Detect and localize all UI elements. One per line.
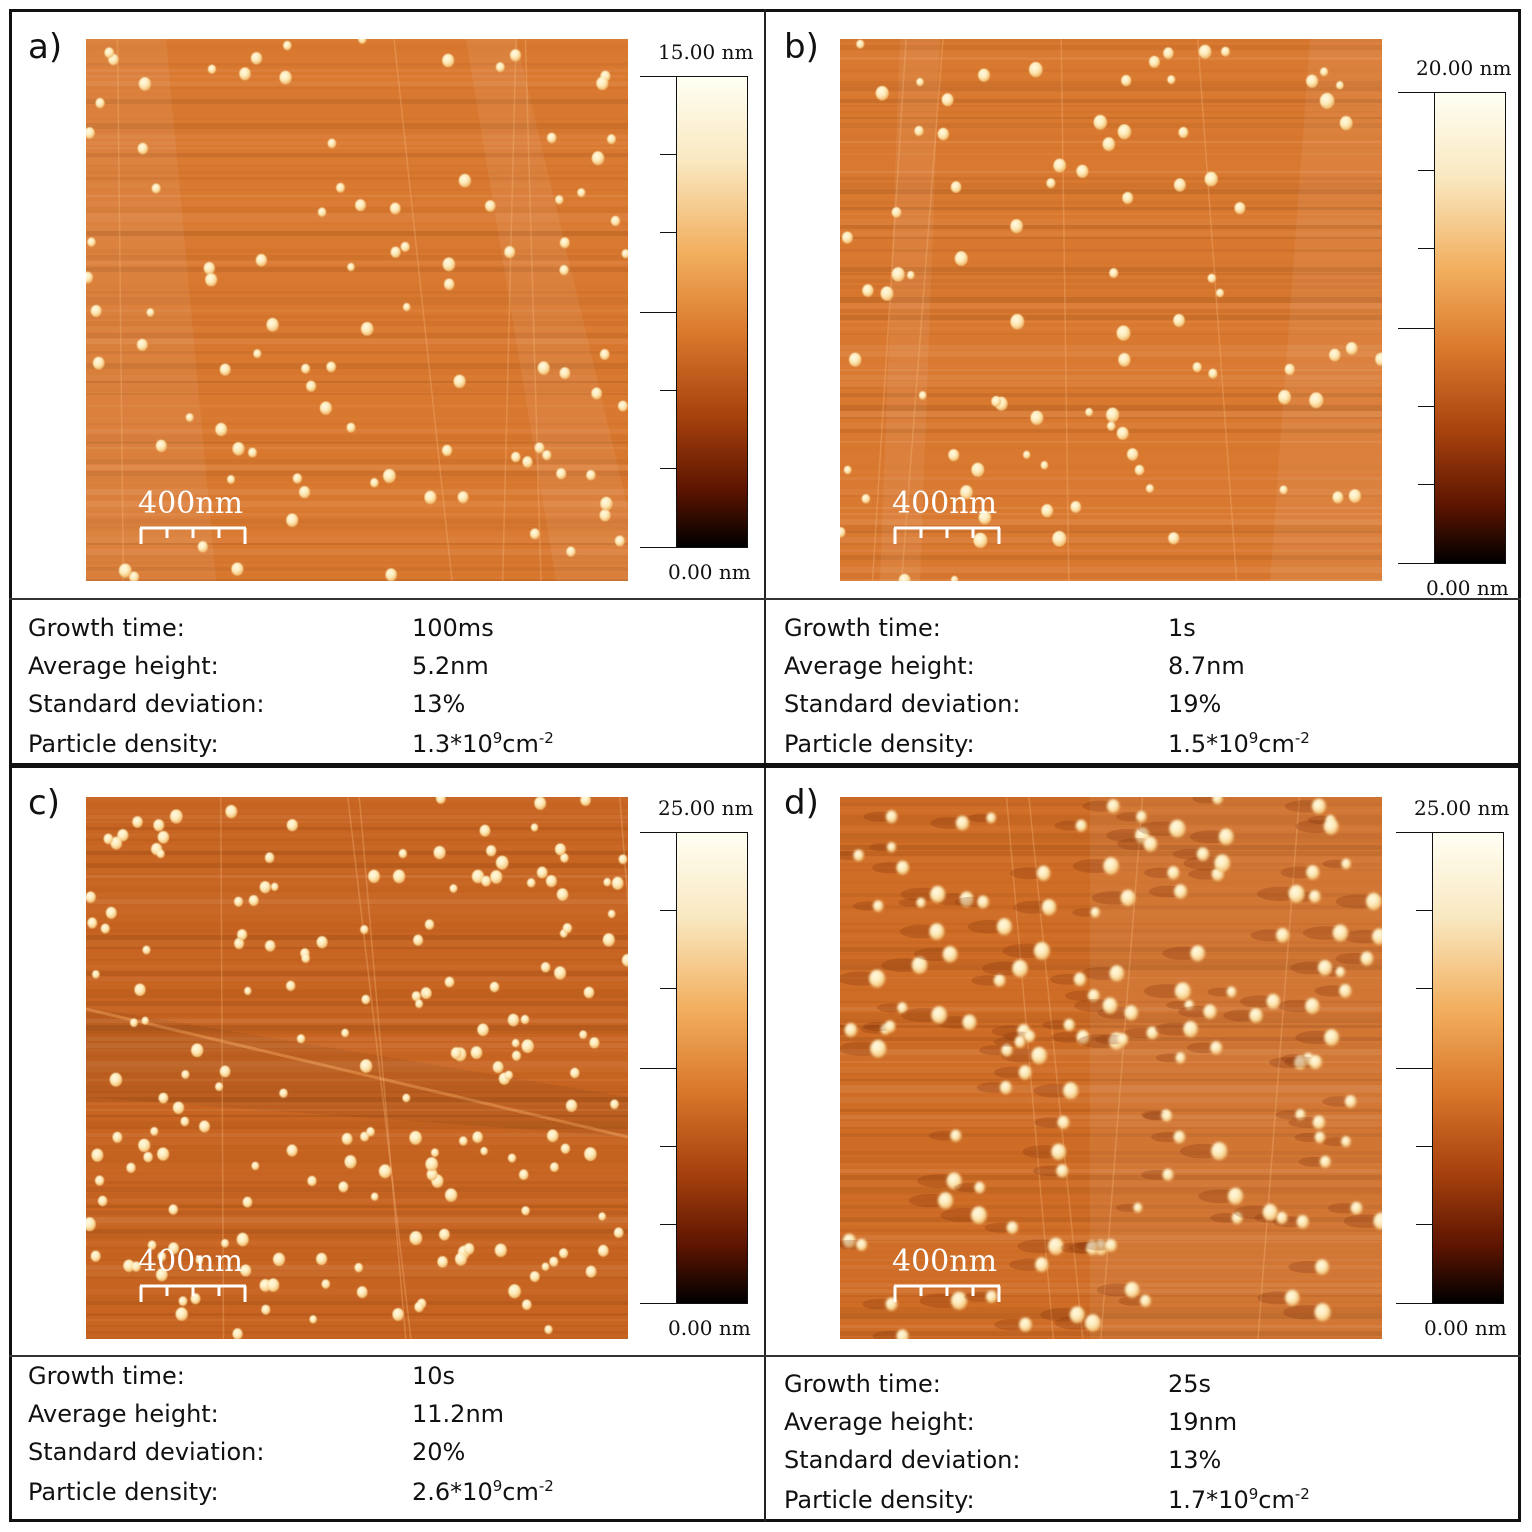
stat-label: Growth time:: [28, 614, 185, 642]
stat-value: 1.5*109cm-2: [1168, 729, 1310, 758]
colorbar-max-label: 25.00 nm: [658, 796, 754, 820]
colorbar-gradient: [1434, 92, 1506, 564]
stat-value: 1.7*109cm-2: [1168, 1485, 1310, 1514]
stat-label: Standard deviation:: [28, 690, 265, 718]
colorbar-tick: [1418, 484, 1434, 485]
colorbar-tick: [660, 232, 676, 233]
colorbar-axis-top: [640, 832, 676, 833]
colorbar-max-label: 15.00 nm: [658, 40, 754, 64]
colorbar-tick: [660, 154, 676, 155]
colorbar-tick: [660, 390, 676, 391]
stats-divider-bottom: [9, 1355, 1521, 1357]
colorbar-tick: [660, 1146, 676, 1147]
stat-label: Average height:: [28, 652, 219, 680]
panel-label-d: d): [784, 783, 819, 823]
colorbar-tick: [1416, 988, 1432, 989]
stat-value: 19nm: [1168, 1408, 1238, 1436]
colorbar-tick: [640, 1068, 676, 1069]
colorbar-axis-bottom: [1396, 1303, 1432, 1304]
colorbar-axis-bottom: [1398, 563, 1434, 564]
colorbar-tick: [660, 988, 676, 989]
colorbar-axis-bottom: [640, 547, 676, 548]
stat-label: Growth time:: [784, 1370, 941, 1398]
stat-value: 100ms: [412, 614, 494, 642]
afm-image-a: [86, 39, 628, 581]
stat-label: Particle density:: [28, 730, 219, 758]
colorbar-max-label: 25.00 nm: [1414, 796, 1510, 820]
panel-label-c: c): [28, 783, 60, 823]
stat-value: 13%: [412, 690, 466, 718]
scale-bar-label: 400nm: [138, 486, 244, 521]
stat-value: 11.2nm: [412, 1400, 505, 1428]
colorbar-axis-top: [1396, 832, 1432, 833]
stat-label: Standard deviation:: [784, 690, 1021, 718]
panel-label-a: a): [28, 27, 63, 67]
stat-value: 1.3*109cm-2: [412, 729, 554, 758]
stat-label: Growth time:: [784, 614, 941, 642]
scale-bar-line: [139, 1284, 247, 1302]
scale-bar-line: [893, 526, 1001, 544]
colorbar-min-label: 0.00 nm: [1424, 1316, 1507, 1340]
stat-label: Standard deviation:: [784, 1446, 1021, 1474]
stat-value: 2.6*109cm-2: [412, 1477, 554, 1506]
stat-value: 1s: [1168, 614, 1196, 642]
stat-value: 8.7nm: [1168, 652, 1245, 680]
colorbar-gradient: [676, 832, 748, 1304]
stat-label: Standard deviation:: [28, 1438, 265, 1466]
colorbar-tick: [1418, 406, 1434, 407]
row-divider: [9, 763, 1521, 768]
stat-label: Average height:: [28, 1400, 219, 1428]
colorbar-tick: [660, 910, 676, 911]
scale-bar-line: [139, 526, 247, 544]
stat-label: Particle density:: [28, 1478, 219, 1506]
colorbar-tick: [1418, 170, 1434, 171]
panel-label-b: b): [784, 27, 819, 67]
stats-divider-top: [9, 598, 1521, 600]
stat-label: Particle density:: [784, 1486, 975, 1514]
stat-value: 19%: [1168, 690, 1222, 718]
stat-label: Average height:: [784, 1408, 975, 1436]
stat-value: 5.2nm: [412, 652, 489, 680]
colorbar-min-label: 0.00 nm: [1426, 576, 1509, 600]
colorbar-tick: [1416, 1146, 1432, 1147]
afm-image-c: [86, 797, 628, 1339]
colorbar-tick: [1416, 910, 1432, 911]
colorbar-gradient: [676, 76, 748, 548]
colorbar-tick: [1396, 1068, 1432, 1069]
afm-image-b: [840, 39, 1382, 581]
scale-bar-label: 400nm: [138, 1244, 244, 1279]
colorbar-tick: [640, 312, 676, 313]
afm-image-d: [840, 797, 1382, 1339]
stat-label: Growth time:: [28, 1362, 185, 1390]
stat-label: Particle density:: [784, 730, 975, 758]
colorbar-axis-bottom: [640, 1303, 676, 1304]
colorbar-max-label: 20.00 nm: [1416, 56, 1512, 80]
scale-bar-line: [893, 1284, 1001, 1302]
colorbar-tick: [660, 1224, 676, 1225]
stat-label: Average height:: [784, 652, 975, 680]
colorbar-axis-top: [640, 76, 676, 77]
colorbar-tick: [660, 468, 676, 469]
colorbar-axis-top: [1398, 92, 1434, 93]
scale-bar-label: 400nm: [892, 1244, 998, 1279]
colorbar-gradient: [1432, 832, 1504, 1304]
colorbar-tick: [1416, 1224, 1432, 1225]
stat-value: 20%: [412, 1438, 466, 1466]
stat-value: 10s: [412, 1362, 456, 1390]
colorbar-tick: [1418, 248, 1434, 249]
stat-value: 25s: [1168, 1370, 1212, 1398]
colorbar-min-label: 0.00 nm: [668, 560, 751, 584]
colorbar-tick: [1398, 328, 1434, 329]
stat-value: 13%: [1168, 1446, 1222, 1474]
scale-bar-label: 400nm: [892, 486, 998, 521]
colorbar-min-label: 0.00 nm: [668, 1316, 751, 1340]
